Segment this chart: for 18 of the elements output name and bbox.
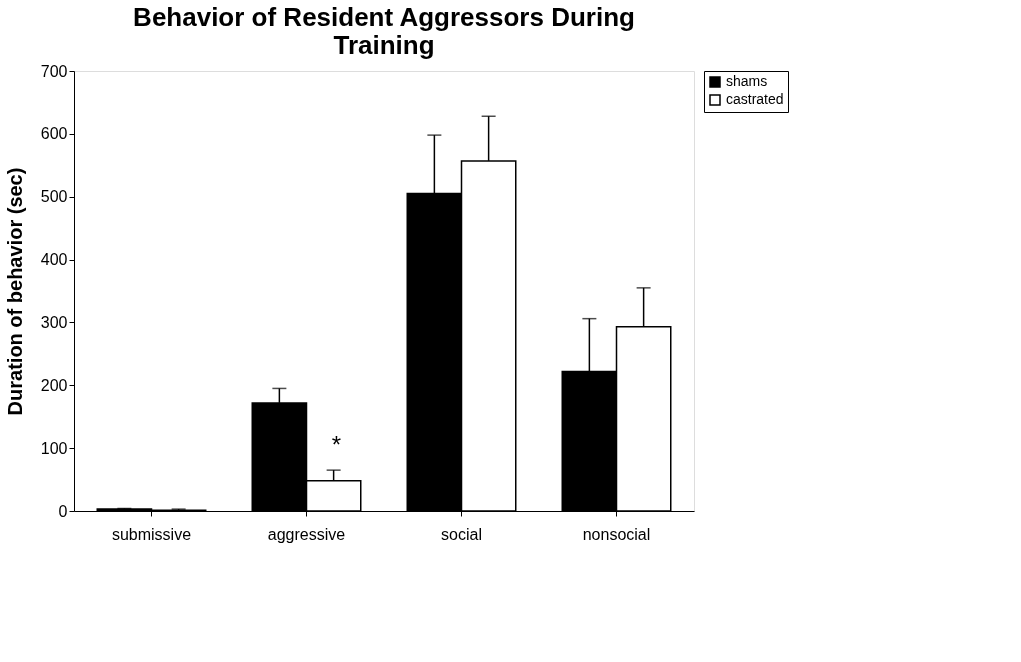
x-tick-label: nonsocial <box>582 525 651 543</box>
y-tick-label: 300 <box>40 313 68 331</box>
y-tick-label: 200 <box>40 376 68 394</box>
x-tick-label: social <box>441 525 482 543</box>
y-tick-label: 0 <box>58 502 68 520</box>
y-tick-label: 100 <box>40 439 68 457</box>
x-tick-label: submissive <box>111 525 192 543</box>
y-tick-label: 700 <box>40 62 68 80</box>
annotation: * <box>331 430 342 458</box>
y-axis-title: Duration of behavior (sec) <box>3 167 26 416</box>
x-tick-label: aggressive <box>267 525 346 543</box>
y-tick-label: 600 <box>40 125 68 143</box>
legend-label: shams <box>726 73 768 89</box>
text: Training <box>333 30 435 60</box>
legend-label: castrated <box>726 91 784 107</box>
y-tick-label: 500 <box>40 188 68 206</box>
text: Behavior of Resident Aggressors During <box>133 2 635 32</box>
y-tick-label: 400 <box>40 251 68 269</box>
